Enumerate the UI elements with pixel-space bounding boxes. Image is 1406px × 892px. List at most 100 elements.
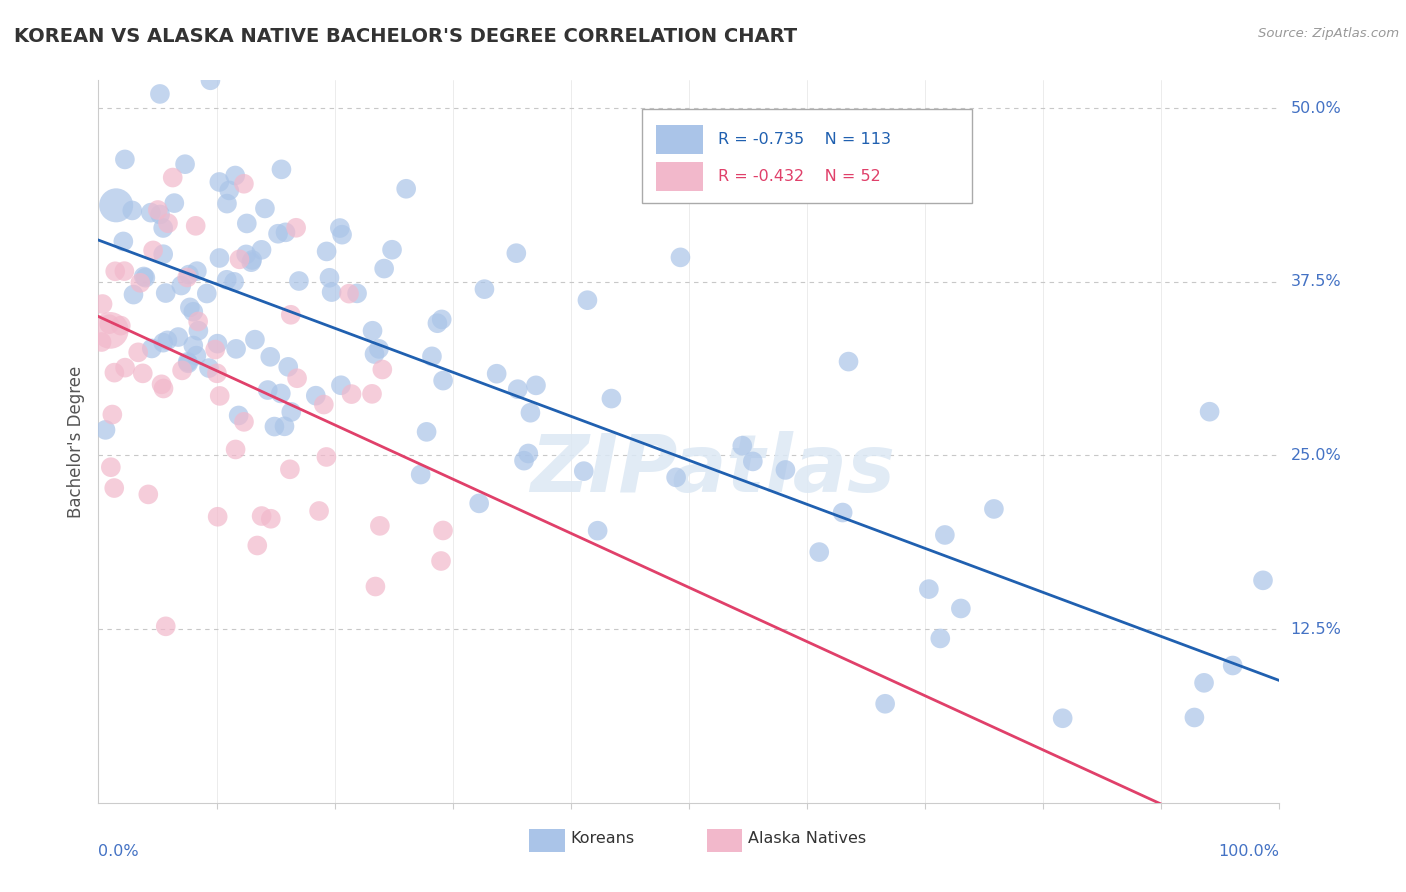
- Point: [506, 382, 529, 396]
- Point: [141, 342, 163, 356]
- Text: Koreans: Koreans: [571, 831, 636, 847]
- Point: [368, 342, 391, 356]
- Point: [285, 220, 308, 235]
- Point: [321, 285, 343, 299]
- Point: [731, 439, 754, 453]
- Point: [233, 415, 256, 429]
- Point: [934, 528, 956, 542]
- Point: [420, 349, 443, 363]
- Text: Source: ZipAtlas.com: Source: ZipAtlas.com: [1258, 27, 1399, 40]
- Point: [267, 227, 290, 241]
- Point: [224, 275, 246, 289]
- Point: [288, 274, 311, 288]
- Point: [132, 269, 155, 284]
- Point: [172, 363, 194, 377]
- Point: [409, 467, 432, 482]
- Point: [205, 367, 228, 381]
- Point: [337, 286, 360, 301]
- Point: [1198, 405, 1220, 419]
- Point: [174, 157, 197, 171]
- Point: [232, 177, 254, 191]
- Point: [100, 460, 122, 475]
- Point: [114, 360, 136, 375]
- Point: [741, 454, 763, 468]
- Point: [152, 221, 174, 235]
- Point: [250, 509, 273, 524]
- Point: [150, 377, 173, 392]
- Point: [208, 389, 231, 403]
- Point: [1222, 658, 1244, 673]
- Point: [312, 398, 335, 412]
- Point: [187, 324, 209, 338]
- Point: [94, 423, 117, 437]
- Point: [315, 244, 337, 259]
- Point: [513, 453, 536, 467]
- Point: [163, 196, 186, 211]
- Point: [983, 502, 1005, 516]
- Point: [256, 383, 278, 397]
- Point: [270, 162, 292, 177]
- Point: [208, 175, 231, 189]
- Point: [280, 405, 302, 419]
- Point: [373, 261, 395, 276]
- Point: [576, 293, 599, 308]
- Point: [274, 225, 297, 239]
- Point: [1052, 711, 1074, 725]
- Point: [228, 252, 250, 267]
- Point: [918, 582, 941, 596]
- Point: [329, 221, 352, 235]
- Point: [278, 462, 301, 476]
- Point: [132, 367, 155, 381]
- Point: [208, 251, 231, 265]
- Text: 37.5%: 37.5%: [1291, 274, 1341, 289]
- Point: [415, 425, 437, 439]
- Point: [91, 297, 114, 311]
- Point: [361, 387, 384, 401]
- Text: 0.0%: 0.0%: [98, 845, 139, 860]
- Point: [112, 235, 135, 249]
- Point: [136, 487, 159, 501]
- Point: [305, 389, 328, 403]
- Point: [250, 243, 273, 257]
- Point: [329, 378, 352, 392]
- Point: [364, 580, 387, 594]
- Point: [104, 264, 127, 278]
- Point: [524, 378, 547, 392]
- Point: [346, 286, 368, 301]
- Point: [103, 366, 125, 380]
- Point: [381, 243, 404, 257]
- Point: [1251, 574, 1274, 588]
- Point: [101, 408, 124, 422]
- Point: [273, 419, 295, 434]
- Point: [586, 524, 609, 538]
- Point: [340, 387, 363, 401]
- Point: [110, 318, 132, 333]
- Point: [155, 619, 177, 633]
- Point: [330, 227, 353, 242]
- Point: [224, 169, 246, 183]
- Point: [235, 247, 257, 261]
- Point: [176, 355, 198, 369]
- Point: [600, 392, 623, 406]
- Point: [363, 347, 385, 361]
- Point: [156, 334, 179, 348]
- Point: [195, 286, 218, 301]
- Point: [177, 268, 200, 282]
- Point: [505, 246, 527, 260]
- Point: [181, 338, 204, 352]
- Point: [260, 512, 283, 526]
- Point: [200, 73, 222, 87]
- Point: [468, 496, 491, 510]
- Point: [149, 207, 172, 221]
- Point: [432, 524, 454, 538]
- Point: [122, 287, 145, 301]
- Point: [204, 343, 226, 357]
- Point: [669, 251, 692, 265]
- Point: [228, 409, 250, 423]
- Point: [665, 470, 688, 484]
- Point: [270, 386, 292, 401]
- Point: [155, 286, 177, 301]
- Text: ZIPatlas: ZIPatlas: [530, 432, 896, 509]
- Point: [1184, 710, 1206, 724]
- Point: [259, 350, 281, 364]
